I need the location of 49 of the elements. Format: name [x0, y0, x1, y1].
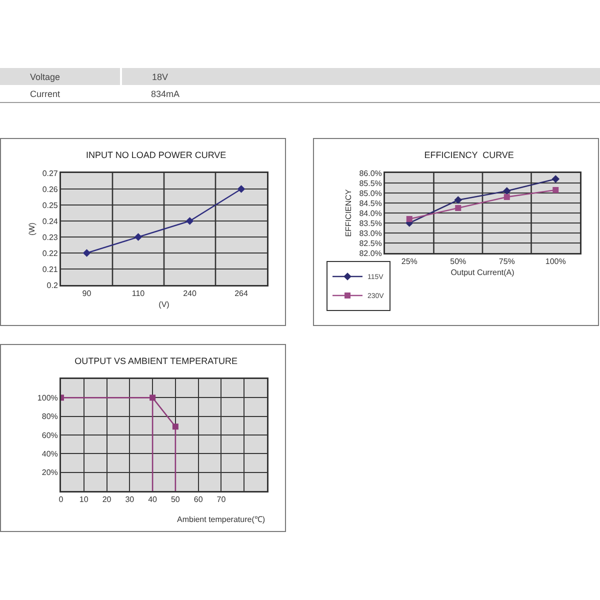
y-tick-label: 83.0%: [359, 228, 382, 238]
x-tick-label: 10: [79, 495, 89, 504]
x-tick-label: 50: [170, 495, 180, 504]
x-tick-label: 50%: [450, 257, 466, 266]
x-tick-label: 0: [58, 495, 64, 504]
y-tick-label: 0.27: [42, 168, 58, 178]
chart-title: OUTPUT VS AMBIENT TEMPERATURE: [74, 356, 238, 366]
x-tick-label: 75%: [498, 257, 515, 266]
x-axis-title: Ambient temperature(℃): [177, 515, 266, 524]
y-tick-label: 83.5%: [359, 218, 382, 228]
y-tick-label: 0.2: [46, 280, 58, 290]
chart-title: INPUT NO LOAD POWER CURVE: [86, 150, 226, 160]
x-tick-label: 30: [125, 495, 135, 504]
y-tick-label: 84.5%: [359, 198, 382, 208]
y-tick-label: 0.21: [42, 264, 58, 274]
x-axis-title: Output Current(A): [450, 268, 515, 277]
y-tick-label: 60%: [42, 430, 58, 440]
y-tick-label: 0.25: [42, 200, 58, 210]
x-tick-label: 25%: [401, 257, 418, 266]
y-tick-label: 20%: [42, 468, 58, 478]
x-tick-label: 70: [216, 495, 226, 504]
y-tick-label: 82.5%: [359, 238, 382, 248]
y-axis-title: EFFICIENCY: [344, 188, 354, 237]
x-tick-label: 40: [148, 495, 158, 504]
y-tick-label: 0.24: [42, 216, 58, 226]
y-tick-label: 0.26: [42, 184, 58, 194]
y-tick-label: 85.0%: [359, 188, 382, 198]
text: Current: [29, 88, 62, 100]
x-tick-label: 110: [132, 289, 146, 298]
y-axis-title: (W): [27, 222, 36, 236]
chart-title: EFFICIENCY CURVE: [424, 150, 514, 160]
x-tick-label: 60: [194, 495, 204, 504]
y-tick-label: 0.23: [42, 232, 58, 242]
x-tick-label: 20: [102, 495, 112, 504]
y-tick-label: 85.5%: [359, 178, 382, 188]
x-axis-title: (V): [158, 300, 170, 309]
x-tick-label: 90: [82, 289, 92, 298]
y-tick-label: 0.22: [42, 248, 58, 258]
text: 834mA: [150, 88, 181, 100]
shaded-row: Voltage 18V: [0, 68, 600, 85]
y-tick-label: 100%: [37, 393, 58, 402]
y-tick-label: 82.0%: [359, 248, 382, 258]
y-tick-label: 40%: [42, 449, 58, 458]
y-tick-label: 80%: [42, 412, 58, 422]
x-tick-label: 100%: [545, 257, 566, 266]
x-tick-label: 240: [183, 289, 197, 298]
y-tick-label: 84.0%: [359, 208, 382, 218]
y-tick-label: 86.0%: [359, 168, 382, 178]
x-tick-label: 264: [234, 289, 248, 298]
